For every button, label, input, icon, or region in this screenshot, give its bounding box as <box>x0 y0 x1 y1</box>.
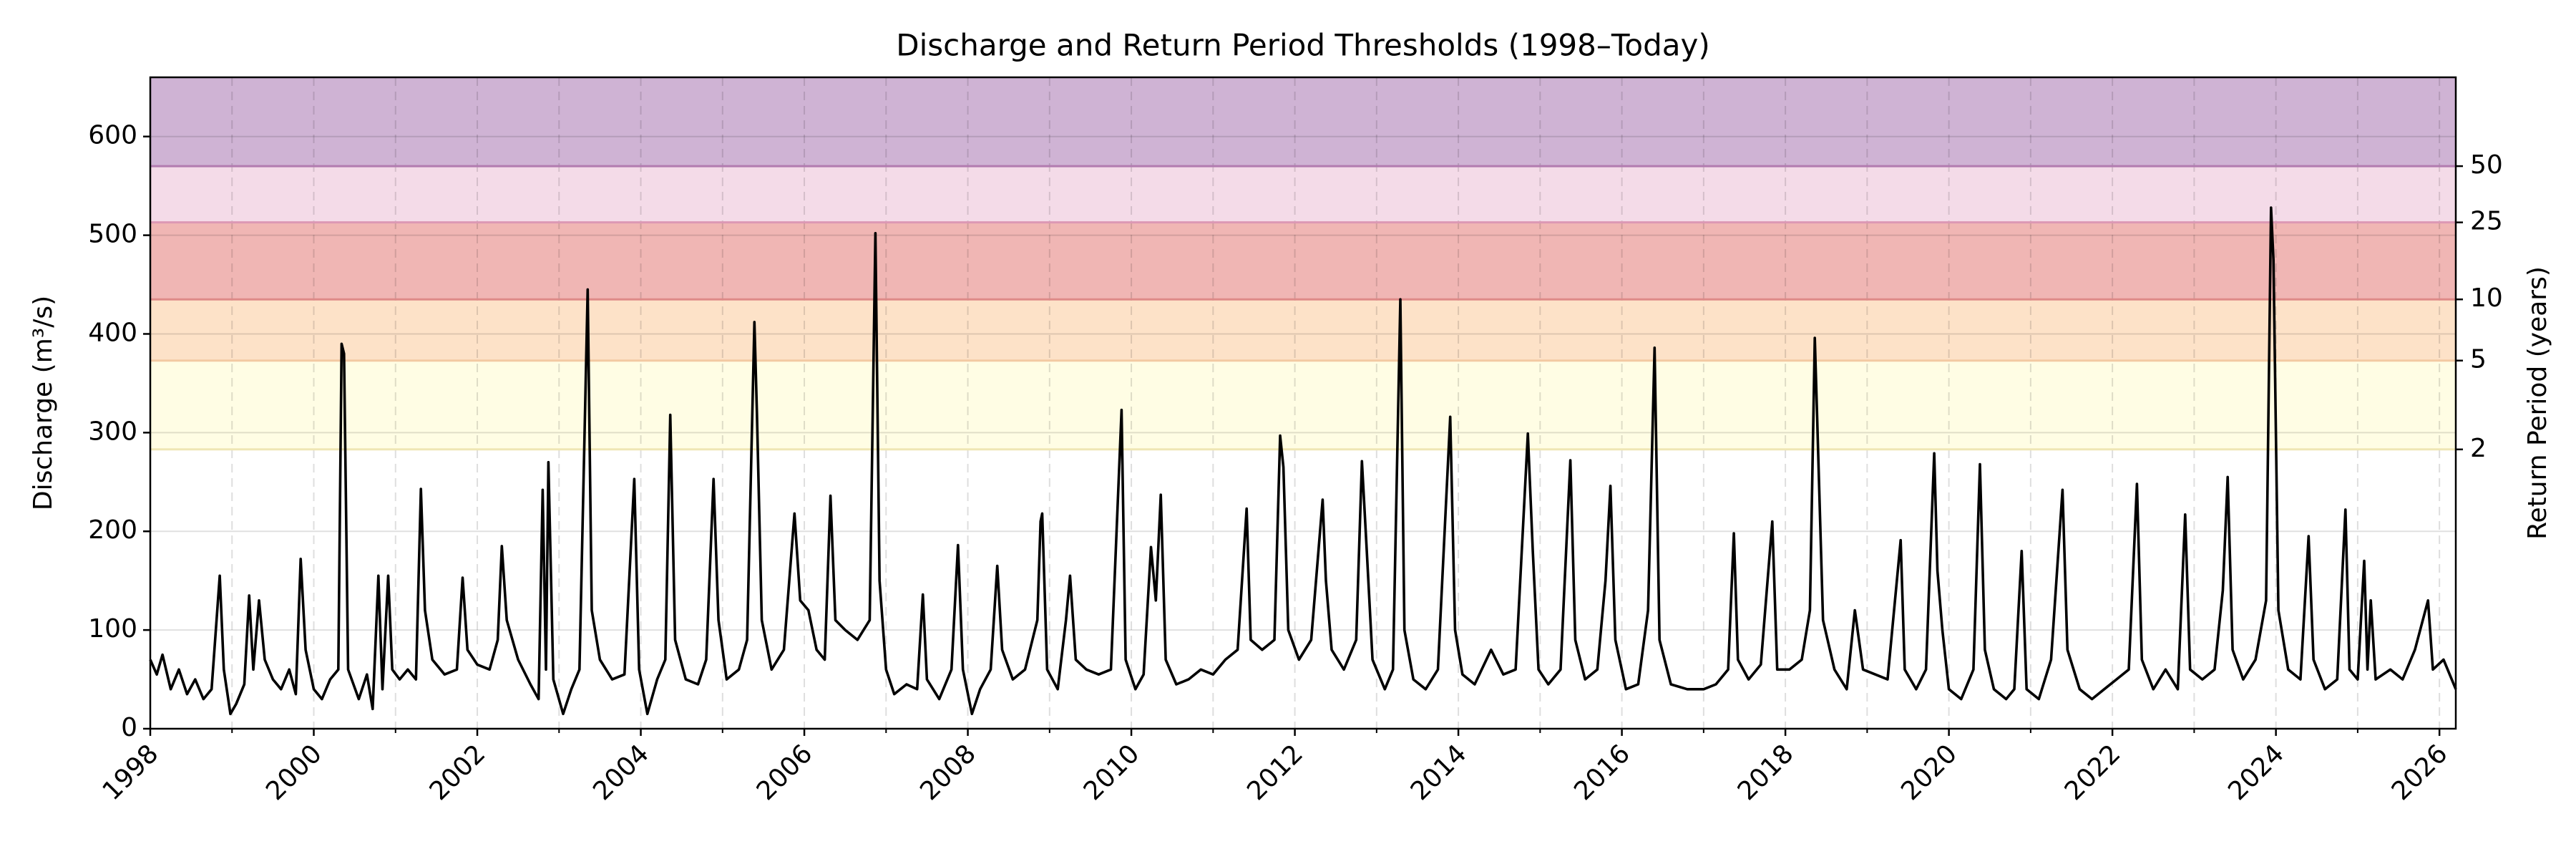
y-axis-label: Discharge (m³/s) <box>29 296 58 510</box>
y2-tick-label: 50 <box>2470 150 2503 180</box>
x-tick-label: 2014 <box>1405 739 1473 806</box>
y-tick-label: 500 <box>88 220 137 249</box>
x-tick-label: 2012 <box>1241 739 1309 806</box>
y2-tick-label: 25 <box>2470 207 2503 236</box>
threshold-band <box>150 360 2456 450</box>
y-tick-label: 400 <box>88 318 137 347</box>
x-tick-label: 2018 <box>1732 739 1800 806</box>
threshold-band <box>150 222 2456 300</box>
y-tick-label: 200 <box>88 515 137 545</box>
x-tick-label: 1998 <box>97 739 165 806</box>
x-tick-label: 2020 <box>1896 739 1963 806</box>
x-tick-label: 2010 <box>1078 739 1146 806</box>
y-tick-label: 300 <box>88 417 137 446</box>
y-tick-label: 0 <box>121 713 137 742</box>
x-tick-label: 2000 <box>260 739 328 806</box>
x-tick-label: 2008 <box>914 739 982 806</box>
y2-tick-label: 5 <box>2470 345 2487 374</box>
y2-tick-label: 10 <box>2470 283 2503 313</box>
discharge-line <box>149 206 2457 716</box>
plot-frame <box>149 76 2457 730</box>
y2-axis-label: Return Period (years) <box>2523 266 2552 540</box>
y-tick-label: 600 <box>88 121 137 150</box>
x-tick-label: 2006 <box>751 739 819 806</box>
threshold-band <box>150 299 2456 361</box>
x-tick-label: 2002 <box>424 739 492 806</box>
y2-tick-label: 2 <box>2470 434 2487 463</box>
threshold-band <box>150 77 2456 167</box>
x-tick-label: 2022 <box>2059 739 2127 806</box>
y-tick-label: 100 <box>88 614 137 644</box>
x-tick-label: 2004 <box>587 739 655 806</box>
x-tick-label: 2016 <box>1568 739 1636 806</box>
chart-title: Discharge and Return Period Thresholds (… <box>896 28 1709 63</box>
threshold-band <box>150 166 2456 223</box>
x-tick-label: 2026 <box>2386 739 2454 806</box>
x-tick-label: 2024 <box>2223 739 2290 806</box>
